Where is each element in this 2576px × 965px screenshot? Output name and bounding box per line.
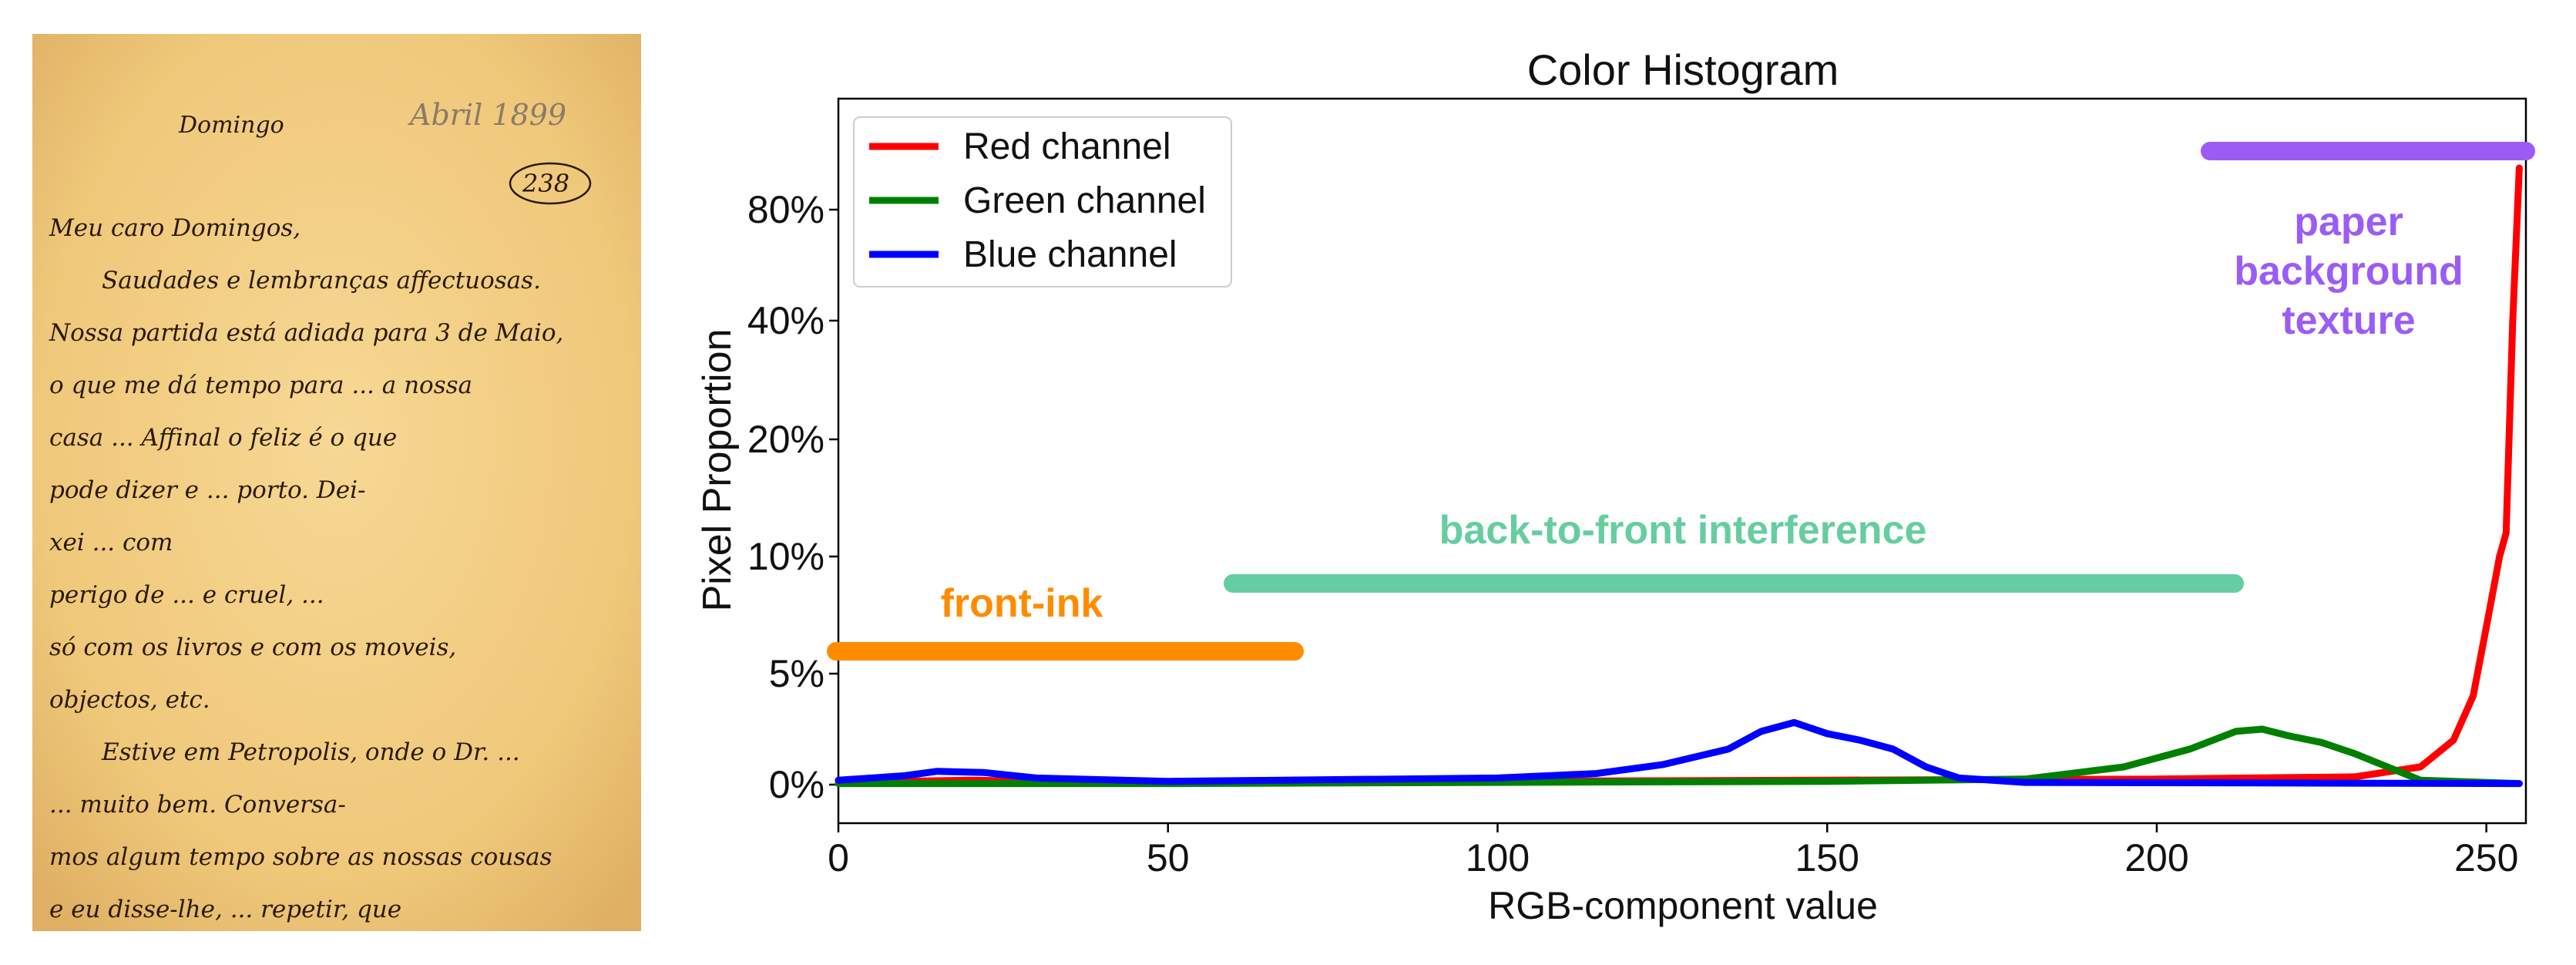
x-axis-label: RGB-component value (1488, 884, 1878, 927)
legend: Red channel Green channel Blue channel (853, 116, 1232, 287)
y-tick-label: 10% (747, 535, 825, 578)
catalog-stamp-circle (509, 162, 592, 205)
y-tick-label: 5% (769, 652, 825, 695)
annotation-layer: front-ink back-to-front interference paper… (827, 142, 2535, 661)
chart-title: Color Histogram (1527, 45, 1839, 94)
legend-entry: Red channel (963, 126, 1171, 167)
x-tick-label: 150 (1795, 836, 1859, 879)
x-axis: 0 50 100 150 200 250 (828, 823, 2518, 879)
letter-line: pode dizer e ... porto. Dei- (49, 476, 365, 504)
y-tick-label: 40% (747, 299, 825, 342)
archive-note: Abril 1899 (408, 98, 566, 132)
paper-background (32, 34, 641, 931)
y-axis-label: Pixel Proportion (695, 328, 740, 611)
letter-line: ... muito bem. Conversa- (49, 791, 346, 819)
annotation-label-interference: back-to-front interference (1439, 508, 1927, 553)
letter-line: Nossa partida está adiada para 3 de Maio… (49, 319, 563, 347)
y-axis: 0% 5% 10% 20% 40% 80% (747, 188, 838, 806)
annotation-label-front-ink: front-ink (941, 581, 1103, 626)
letter-body: Meu caro Domingos, Saudades e lembranças … (49, 214, 563, 923)
annotation-label-paper-texture: background (2234, 249, 2463, 294)
x-tick-label: 200 (2124, 836, 2188, 879)
letter-line: só com os livros e com os moveis, (49, 634, 456, 661)
letter-header: Domingo (178, 112, 284, 139)
y-tick-label: 80% (747, 188, 825, 231)
catalog-number: 238 (522, 169, 569, 198)
x-tick-label: 250 (2454, 836, 2518, 879)
letter-line: Estive em Petropolis, onde o Dr. ... (101, 738, 520, 766)
x-tick-label: 0 (828, 836, 849, 879)
letter-line: Meu caro Domingos, (49, 214, 301, 242)
letter-line: perigo de ... e cruel, ... (49, 581, 324, 609)
letter-line: o que me dá tempo para ... a nossa (49, 372, 472, 399)
legend-entry: Green channel (963, 180, 1206, 221)
letter-line: casa ... Affinal o feliz é o que (49, 424, 397, 452)
letter-line: e eu disse-lhe, ... repetir, que (49, 896, 401, 923)
letter-line: mos algum tempo sobre as nossas cousas (49, 843, 552, 871)
x-tick-label: 50 (1147, 836, 1190, 879)
letter-line: objectos, etc. (49, 686, 210, 714)
annotation-label-paper-texture: texture (2282, 298, 2415, 343)
handwritten-letter-image: Domingo Abril 1899 238 Meu caro Domingos… (32, 34, 641, 931)
plot-frame (837, 97, 2527, 825)
letter-line: xei ... com (49, 529, 173, 556)
series-line-blue-channel (835, 718, 2523, 788)
series-line-green-channel (835, 725, 2523, 788)
series-layer (835, 164, 2523, 788)
letter-line: Saudades e lembranças affectuosas. (102, 267, 541, 294)
annotation-label-paper-texture: paper (2294, 200, 2403, 244)
legend-box (853, 116, 1232, 287)
y-tick-label: 20% (747, 418, 825, 461)
x-tick-label: 100 (1466, 836, 1530, 879)
legend-entry: Blue channel (963, 234, 1177, 275)
y-tick-label: 0% (769, 763, 825, 806)
